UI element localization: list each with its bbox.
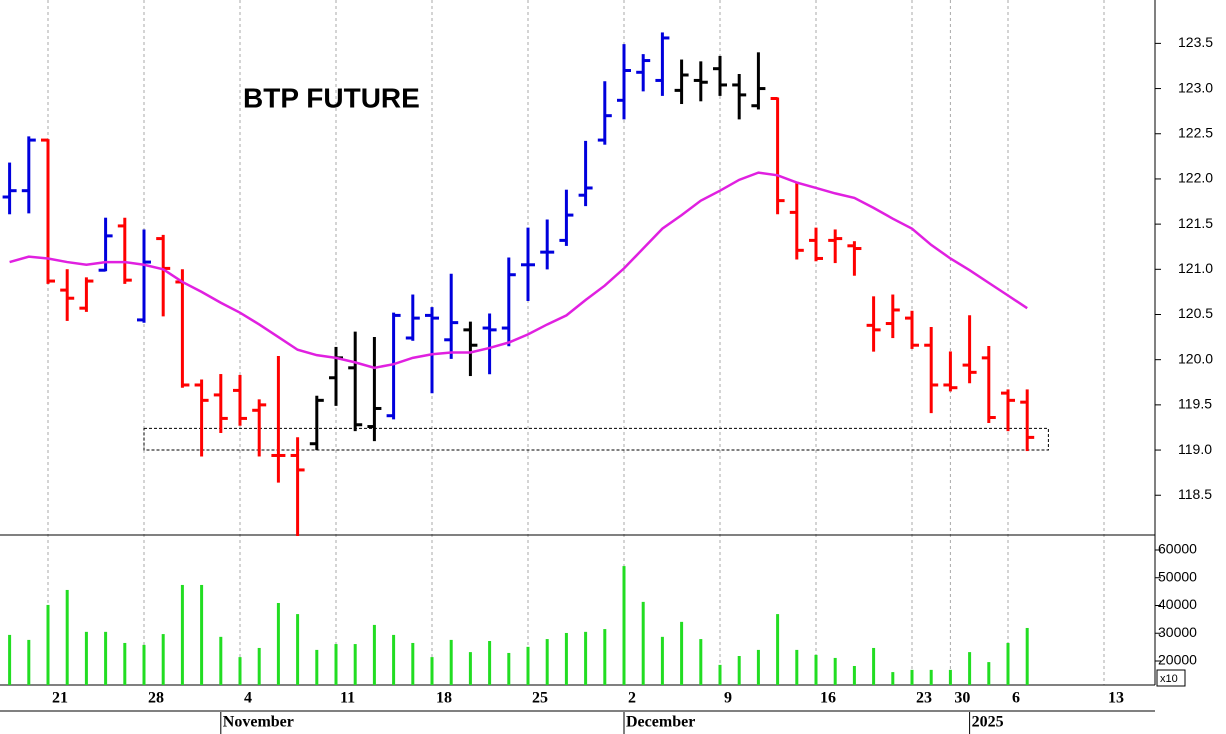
volume-bar (392, 634, 396, 685)
volume-bar (276, 602, 280, 685)
y-tick-label: 123.5 (1178, 34, 1213, 50)
volume-bar (8, 634, 12, 685)
volume-bar (776, 614, 780, 685)
volume-bar (852, 665, 856, 685)
volume-bar (756, 649, 760, 685)
support-zone (143, 427, 1049, 451)
volume-bar (545, 639, 549, 685)
y-tick-label: 120.5 (1178, 305, 1213, 321)
y-tick-label: 123.0 (1178, 79, 1213, 95)
volume-bar (737, 655, 741, 685)
y-tick-label: 122.0 (1178, 170, 1213, 186)
month-label: 2025 (972, 714, 1004, 731)
volume-bar (833, 657, 837, 685)
volume-bar (488, 641, 492, 685)
volume-bar (219, 636, 223, 685)
axis-note: x10 (1160, 673, 1178, 685)
x-tick-label: 16 (820, 690, 836, 707)
y-tick-label: 121.5 (1178, 215, 1213, 231)
volume-bar (910, 669, 914, 685)
volume-bar (680, 621, 684, 685)
volume-bar (699, 639, 703, 685)
volume-bar (334, 644, 338, 685)
volume-bar (891, 672, 895, 685)
volume-bar (65, 589, 69, 685)
axis-note-box (1156, 669, 1186, 687)
volume-bar (84, 631, 88, 685)
x-tick-label: 21 (52, 690, 68, 707)
y-tick-label: 40000 (1158, 596, 1197, 612)
y-tick-label: 119.0 (1178, 441, 1212, 457)
volume-bar (468, 652, 472, 685)
volume-bar (430, 657, 434, 685)
volume-bar (622, 566, 626, 685)
volume-bar (948, 669, 952, 685)
x-tick-label: 11 (340, 690, 355, 707)
volume-bar (315, 649, 319, 685)
y-tick-label: 30000 (1158, 624, 1197, 640)
chart-title: BTP FUTURE (243, 82, 420, 113)
y-tick-label: 122.5 (1178, 124, 1213, 140)
y-tick-label: 20000 (1158, 652, 1197, 668)
volume-bar (795, 649, 799, 685)
volume-bar (180, 584, 184, 685)
volume-bar (46, 604, 50, 685)
volume-bar (564, 632, 568, 685)
volume-bar (296, 614, 300, 685)
volume-bar (718, 664, 722, 685)
x-tick-label: 9 (724, 690, 732, 707)
volume-bar (27, 639, 31, 685)
volume-bar (200, 584, 204, 685)
x-tick-label: 18 (436, 690, 452, 707)
y-tick-label: 119.5 (1178, 396, 1212, 412)
x-tick-label: 25 (532, 690, 548, 707)
y-tick-label: 118.5 (1178, 486, 1212, 502)
volume-bar (968, 652, 972, 685)
x-tick-label: 6 (1012, 690, 1020, 707)
volume-bar (526, 646, 530, 685)
volume-bar (507, 652, 511, 685)
y-tick-label: 60000 (1158, 541, 1197, 557)
y-tick-label: 121.0 (1178, 260, 1213, 276)
volume-bar (814, 654, 818, 685)
volume-bar (257, 647, 261, 685)
volume-bar (660, 636, 664, 685)
volume-bar (929, 669, 933, 685)
volume-bar (987, 662, 991, 685)
month-label: December (626, 714, 695, 731)
x-tick-label: 2 (628, 690, 636, 707)
volume-bar (411, 642, 415, 685)
volume-bar (1025, 627, 1029, 685)
x-tick-label: 28 (148, 690, 164, 707)
volume-bar (1006, 642, 1010, 685)
volume-bar (142, 644, 146, 685)
volume-bar (449, 639, 453, 685)
volume-bar (123, 642, 127, 685)
y-tick-label: 120.0 (1178, 350, 1213, 366)
x-tick-label: 23 (916, 690, 932, 707)
volume-bar (161, 634, 165, 685)
volume-bar (603, 629, 607, 685)
x-tick-label: 30 (954, 690, 970, 707)
volume-bar (104, 631, 108, 685)
volume-bar (584, 631, 588, 685)
moving-average (9, 171, 1028, 370)
volume-bar (238, 657, 242, 685)
x-tick-label: 4 (244, 690, 252, 707)
volume-bar (372, 624, 376, 685)
month-label: November (223, 714, 294, 731)
y-tick-label: 50000 (1158, 568, 1197, 584)
volume-bar (641, 601, 645, 685)
x-tick-label: 13 (1108, 690, 1124, 707)
volume-bar (872, 647, 876, 685)
volume-bar (353, 644, 357, 685)
